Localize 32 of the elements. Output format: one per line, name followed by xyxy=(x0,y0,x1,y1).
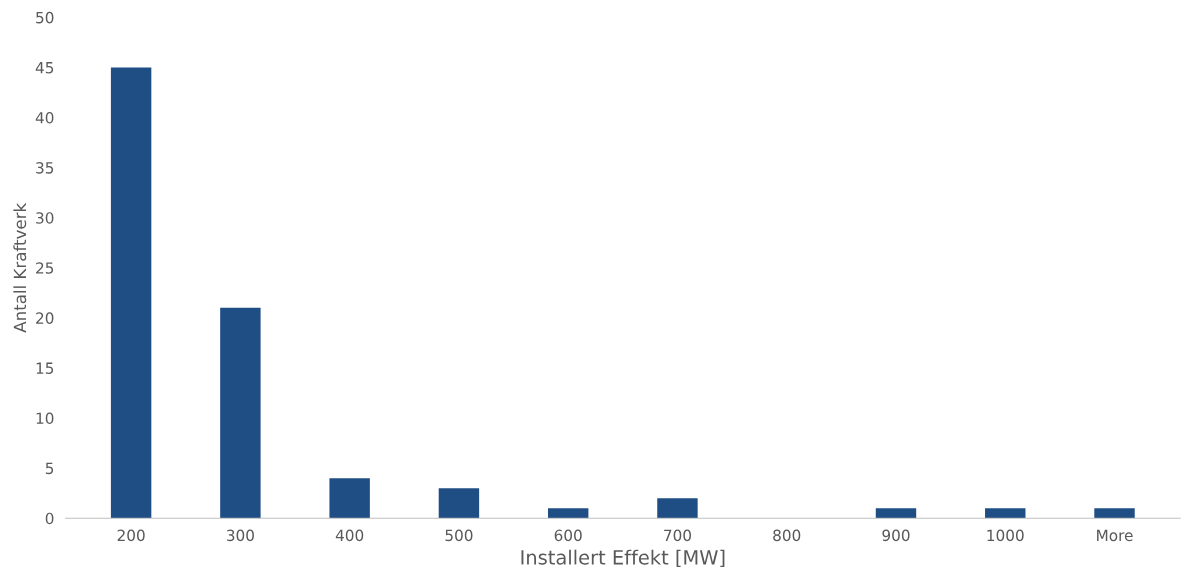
y-tick-label: 20 xyxy=(36,312,54,324)
y-tick-label: 50 xyxy=(36,11,54,24)
x-tick-label: 800 xyxy=(773,529,801,542)
x-tick-label: 700 xyxy=(664,529,692,542)
bar xyxy=(985,508,1026,519)
y-tick-label: 10 xyxy=(36,412,54,425)
bar xyxy=(657,498,698,519)
x-axis-title: Installert Effekt [MW] xyxy=(521,549,725,567)
y-tick-label: 15 xyxy=(36,362,54,374)
y-tick-label: 25 xyxy=(36,262,54,274)
bar xyxy=(110,67,152,519)
x-tick-label: 900 xyxy=(882,529,910,542)
y-tick-label: 5 xyxy=(45,462,54,475)
bar xyxy=(329,478,370,519)
x-tick-label: 1000 xyxy=(987,529,1024,542)
bar xyxy=(438,488,480,519)
x-tick-label: 200 xyxy=(117,529,145,542)
bar xyxy=(875,508,917,519)
x-tick-label: More xyxy=(1097,529,1133,542)
y-tick-label: 35 xyxy=(36,162,54,174)
y-tick-label: 0 xyxy=(45,512,54,525)
y-axis-title: Antall Kraftverk xyxy=(13,202,27,333)
x-tick-label: 400 xyxy=(335,529,364,542)
bar xyxy=(220,307,261,519)
bar xyxy=(547,508,589,519)
bar xyxy=(1094,508,1135,519)
x-tick-label: 300 xyxy=(226,529,254,542)
y-tick-label: 45 xyxy=(35,62,54,74)
x-tick-label: 600 xyxy=(554,529,582,542)
x-tick-label: 500 xyxy=(445,529,473,542)
y-tick-label: 40 xyxy=(35,112,54,124)
y-tick-label: 30 xyxy=(36,212,54,224)
